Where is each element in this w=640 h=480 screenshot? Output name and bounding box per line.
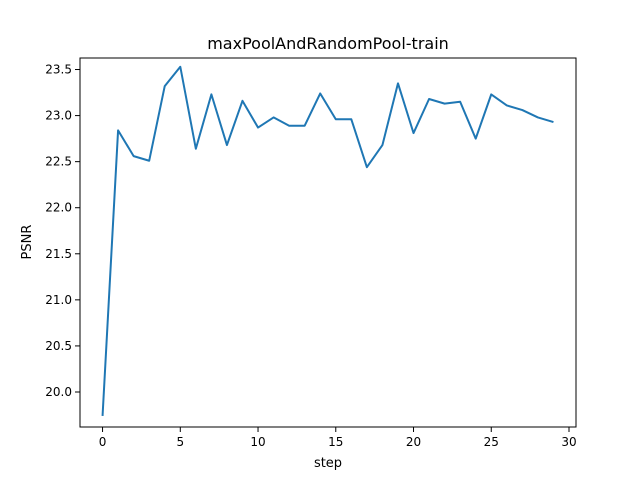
y-tick-label-23.0: 23.0: [45, 109, 72, 123]
chart-title: maxPoolAndRandomPool-train: [207, 34, 449, 53]
plot-area: [79, 57, 577, 428]
y-axis-label: PSNR: [20, 225, 35, 260]
x-tick-label-5: 5: [176, 435, 184, 449]
y-tick-label-23.5: 23.5: [45, 63, 72, 77]
y-tick-label-21.5: 21.5: [45, 247, 72, 261]
y-tick-label-22.5: 22.5: [45, 155, 72, 169]
x-tick-label-25: 25: [484, 435, 499, 449]
x-tick-label-15: 15: [328, 435, 343, 449]
y-tick-label-21.0: 21.0: [45, 293, 72, 307]
y-tick-label-20.0: 20.0: [45, 385, 72, 399]
y-axis: 20.0 20.5 21.0 21.5 22.0 22.5 23.0 23.5: [45, 63, 80, 399]
x-axis-label: step: [314, 456, 342, 471]
plot-background: [80, 58, 576, 427]
x-tick-label-0: 0: [99, 435, 107, 449]
series-line-psnr: [101, 65, 554, 416]
x-tick-label-30: 30: [561, 435, 576, 449]
y-tick-label-22.0: 22.0: [45, 201, 72, 215]
plot-frame: [79, 57, 577, 428]
x-axis: 0 5 10 15 20 25 30: [99, 427, 577, 449]
x-tick-label-10: 10: [250, 435, 265, 449]
x-tick-label-20: 20: [406, 435, 421, 449]
y-tick-label-20.5: 20.5: [45, 339, 72, 353]
